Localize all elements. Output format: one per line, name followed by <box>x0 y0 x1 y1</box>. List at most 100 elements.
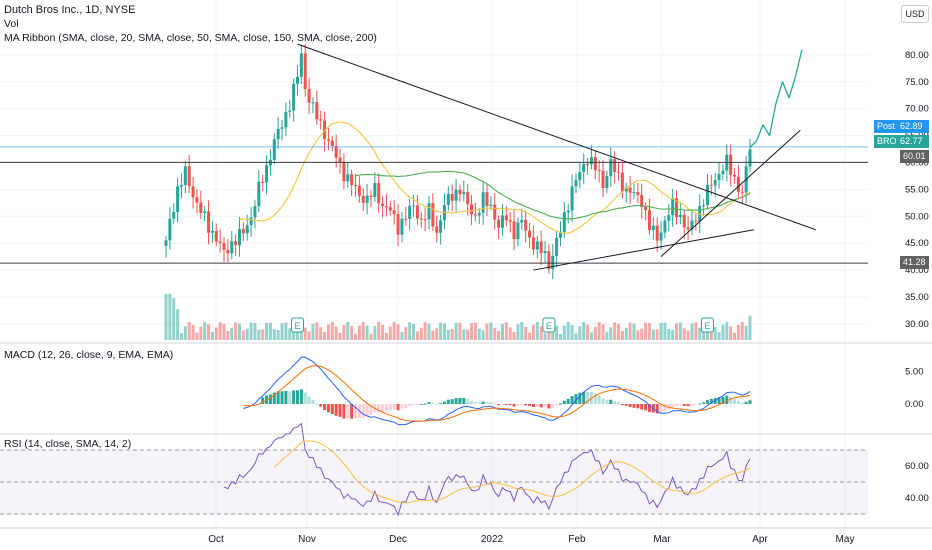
candle-body <box>307 88 311 103</box>
candle-body <box>323 120 327 140</box>
volume-bar <box>512 331 516 340</box>
macd-histogram-bar <box>528 404 532 406</box>
candle-body <box>690 220 694 230</box>
macd-histogram-bar <box>307 396 311 404</box>
candle-body <box>640 194 644 207</box>
macd-histogram-bar <box>729 397 733 404</box>
candle-body <box>214 231 218 242</box>
candle-body <box>702 205 706 207</box>
volume-bar <box>373 325 377 340</box>
volume-bar <box>508 327 512 340</box>
symbol-value-tag: 62.77 <box>897 135 929 148</box>
macd-histogram-bar <box>381 404 385 412</box>
price-axis-tick: 45.00 <box>905 238 929 249</box>
volume-bar <box>176 309 180 340</box>
candle-body <box>609 159 613 177</box>
macd-histogram-bar <box>361 404 365 418</box>
volume-bar <box>268 322 272 340</box>
post-value-tag: 62.89 <box>897 120 929 133</box>
candle-body <box>516 222 520 240</box>
macd-histogram-bar <box>477 402 481 404</box>
volume-bar <box>288 328 292 340</box>
earnings-marker <box>700 317 714 333</box>
candle-body <box>663 220 667 233</box>
volume-bar <box>624 327 628 340</box>
candle-body <box>237 228 241 246</box>
currency-button[interactable]: USD <box>901 5 929 23</box>
macd-histogram-bar <box>562 400 566 404</box>
volume-bar <box>179 333 183 340</box>
volume-bar <box>342 324 346 340</box>
candle-body <box>504 215 508 221</box>
candle-body <box>388 207 392 211</box>
volume-bar <box>605 331 609 340</box>
macd-pane <box>243 356 752 426</box>
volume-bar <box>446 330 450 340</box>
volume-bar <box>593 326 597 340</box>
macd-histogram-bar <box>744 401 748 404</box>
candle-body <box>365 195 369 203</box>
candle-body <box>497 219 501 228</box>
volume-bar <box>199 326 203 340</box>
candle-body <box>520 219 524 223</box>
volume-bar <box>520 322 524 340</box>
candle-body <box>454 189 458 201</box>
volume-bar <box>354 333 358 340</box>
macd-histogram-bar <box>663 404 667 412</box>
time-axis-tick: Mar <box>653 534 671 545</box>
macd-histogram-bar <box>647 404 651 413</box>
volume-bar <box>439 322 443 340</box>
volume-bar <box>207 324 211 340</box>
candle-body <box>288 110 292 112</box>
volume-bar <box>466 329 470 340</box>
macd-histogram-bar <box>694 404 698 406</box>
volume-bar <box>326 324 330 340</box>
candle-body <box>361 195 365 203</box>
time-axis-tick: Nov <box>298 534 316 545</box>
candle-body <box>292 83 296 111</box>
volume-bar <box>702 331 706 340</box>
macd-histogram-bar <box>284 390 288 404</box>
macd-histogram-bar <box>640 404 644 410</box>
candle-body <box>183 166 187 186</box>
macd-histogram-bar <box>551 404 555 408</box>
volume-bar <box>276 330 280 340</box>
macd-histogram-bar <box>446 399 450 404</box>
volume-bar <box>234 322 238 340</box>
candle-body <box>450 194 454 201</box>
projection-path <box>749 49 803 148</box>
candle-body <box>555 237 559 256</box>
volume-bar <box>675 323 679 340</box>
candle-body <box>295 76 299 84</box>
macd-histogram-bar <box>644 404 648 411</box>
candle-body <box>682 214 686 228</box>
macd-histogram-bar <box>721 396 725 404</box>
macd-histogram-bar <box>675 404 679 407</box>
volume-bar <box>319 327 323 340</box>
trendline <box>297 43 816 231</box>
time-axis-tick: 2022 <box>481 534 504 545</box>
candle-body <box>265 165 269 183</box>
macd-histogram-bar <box>268 394 272 404</box>
volume-bar <box>620 331 624 340</box>
macd-histogram-bar <box>578 392 582 404</box>
volume-bar <box>183 326 187 340</box>
ma-ribbon <box>239 121 751 234</box>
candle-body <box>528 230 532 238</box>
candle-body <box>404 218 408 220</box>
macd-histogram-bar <box>423 403 427 405</box>
candle-body <box>748 149 752 167</box>
candle-body <box>589 157 593 165</box>
candle-body <box>373 183 377 198</box>
macd-histogram-bar <box>350 404 354 419</box>
candle-body <box>613 159 617 172</box>
volume-bar <box>431 330 435 340</box>
macd-histogram-bar <box>733 398 737 404</box>
candle-body <box>346 174 350 182</box>
candle-body <box>203 211 207 213</box>
volume-bar <box>222 323 226 340</box>
volume-bar <box>450 328 454 340</box>
candle-body <box>272 139 276 160</box>
volume-bar <box>257 329 261 340</box>
